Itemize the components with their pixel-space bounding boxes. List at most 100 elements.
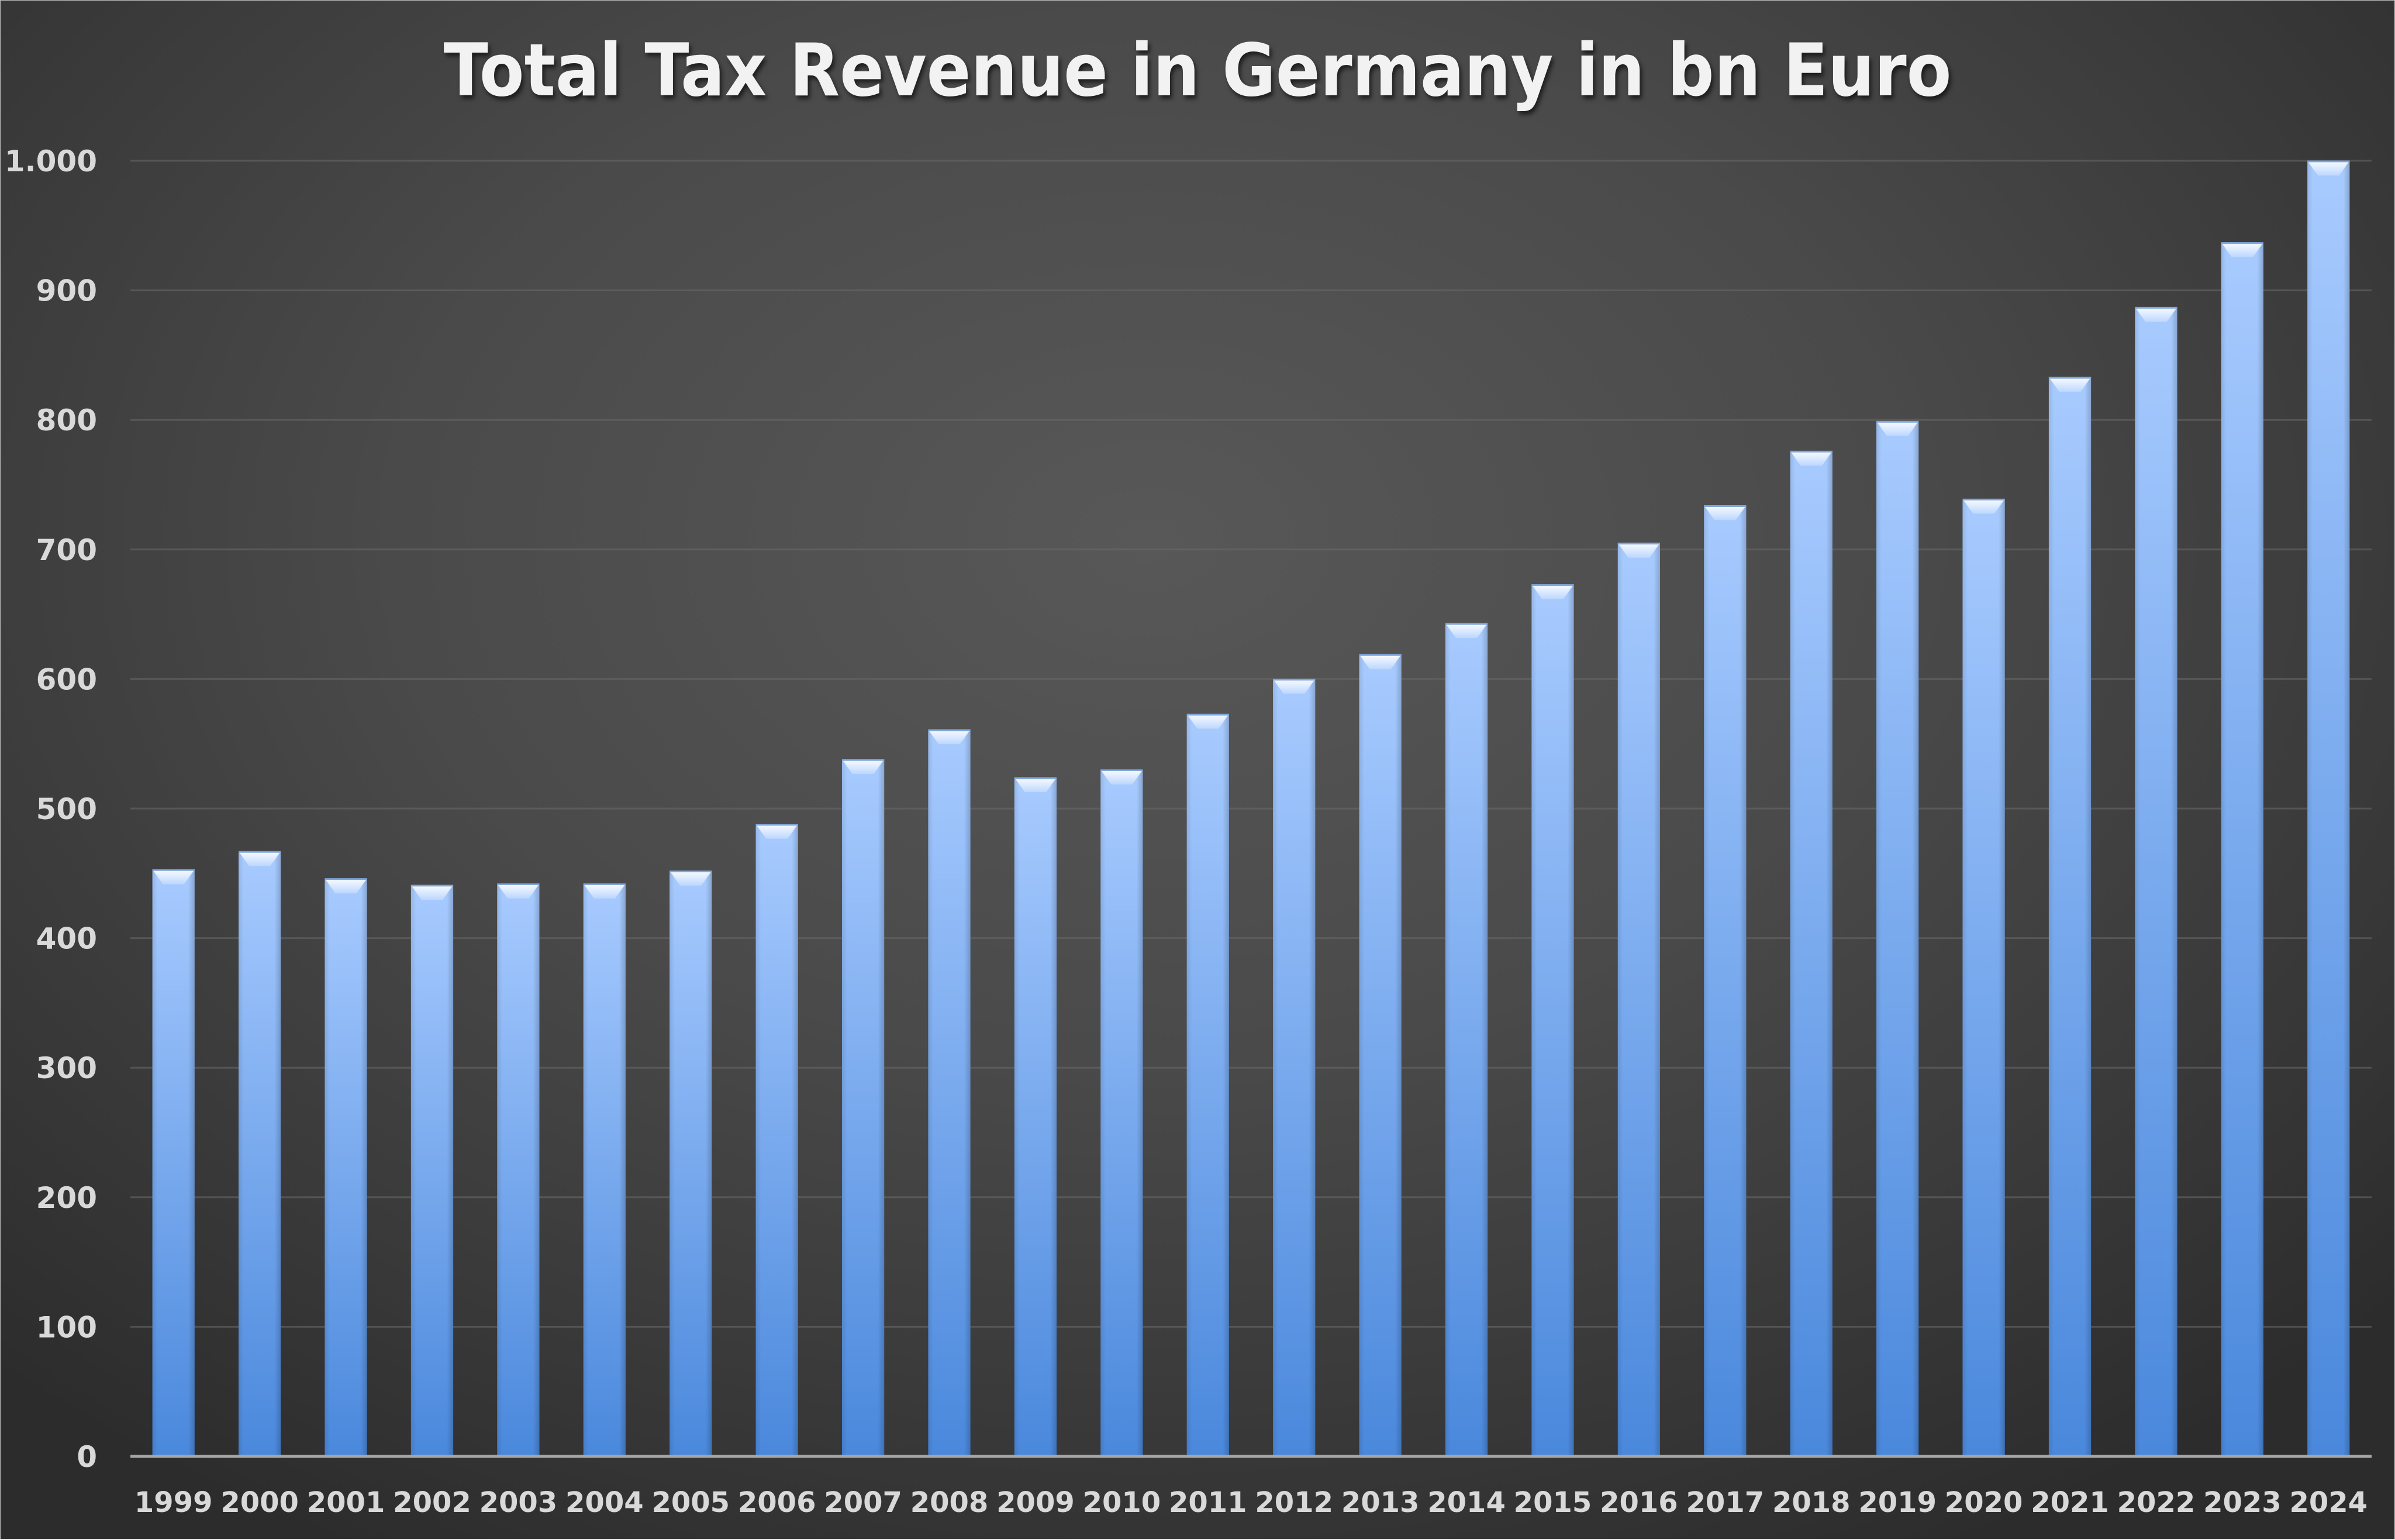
bar-bevel — [1704, 505, 1747, 520]
bar-bevel — [670, 871, 712, 886]
bar-shading — [1531, 584, 1574, 1456]
bar-shading — [841, 759, 885, 1456]
x-tick-label: 2005 — [651, 1486, 730, 1519]
x-tick-label: 1999 — [134, 1486, 213, 1519]
y-tick-label: 300 — [36, 1051, 97, 1085]
bar-bevel — [1273, 679, 1316, 694]
x-tick-label: 2018 — [1772, 1486, 1851, 1519]
x-tick-label: 2009 — [996, 1486, 1075, 1519]
bar-shading — [928, 729, 971, 1456]
bar-2020 — [1962, 498, 2005, 1456]
bar-bevel — [1359, 654, 1402, 669]
bar-bevel — [2307, 161, 2350, 176]
bar-bevel — [410, 885, 454, 900]
bar-bevel — [2221, 242, 2263, 257]
y-tick-label: 400 — [36, 922, 97, 956]
bar-shading — [1100, 769, 1143, 1456]
x-tick-label: 2014 — [1427, 1486, 1506, 1519]
bar-2004 — [583, 883, 626, 1456]
x-tick-label: 2024 — [2289, 1486, 2368, 1519]
bar-2013 — [1359, 654, 1402, 1456]
bar-2015 — [1531, 584, 1574, 1456]
x-tick-label: 2019 — [1858, 1486, 1937, 1519]
bar-2001 — [325, 878, 367, 1456]
bar-2003 — [497, 883, 540, 1456]
bar-2005 — [670, 870, 712, 1456]
bar-shading — [2048, 377, 2092, 1456]
bar-bevel — [1617, 543, 1661, 558]
bar-shading — [152, 869, 195, 1456]
bar-bevel — [1014, 777, 1057, 793]
bars — [152, 160, 2350, 1457]
bar-bevel — [2135, 307, 2177, 322]
bar-shading — [1876, 421, 1919, 1456]
bar-2007 — [841, 759, 885, 1456]
x-tick-label: 2011 — [1169, 1486, 1247, 1519]
bar-2009 — [1014, 777, 1057, 1456]
y-tick-label: 800 — [36, 403, 97, 437]
x-tick-label: 2012 — [1255, 1486, 1333, 1519]
bar-shading — [583, 883, 626, 1456]
y-tick-label: 200 — [36, 1181, 97, 1215]
bar-bevel — [1445, 623, 1488, 638]
bar-2002 — [410, 885, 454, 1456]
x-tick-label: 2013 — [1341, 1486, 1420, 1519]
bar-bevel — [325, 878, 367, 893]
x-tick-label: 2003 — [479, 1486, 558, 1519]
bar-bevel — [2048, 377, 2092, 392]
x-tick-label: 2007 — [824, 1486, 902, 1519]
y-tick-label: 1.000 — [5, 144, 97, 178]
bar-1999 — [152, 869, 195, 1456]
bar-bevel — [841, 759, 885, 774]
bar-2018 — [1790, 450, 1833, 1456]
bar-2024 — [2307, 160, 2350, 1456]
bar-2021 — [2048, 377, 2092, 1456]
bar-shading — [1445, 623, 1488, 1456]
x-tick-label: 2016 — [1600, 1486, 1678, 1519]
bar-bevel — [152, 869, 195, 885]
y-tick-label: 600 — [36, 662, 97, 696]
bar-shading — [325, 878, 367, 1456]
x-tick-label: 2010 — [1083, 1486, 1161, 1519]
x-tick-label: 2017 — [1686, 1486, 1765, 1519]
bar-shading — [1617, 543, 1661, 1456]
bar-shading — [1186, 714, 1229, 1456]
x-tick-label: 2002 — [393, 1486, 471, 1519]
bar-2023 — [2221, 242, 2263, 1457]
bar-2010 — [1100, 769, 1143, 1456]
bar-bevel — [1100, 769, 1143, 785]
bar-bevel — [1876, 421, 1919, 436]
y-tick-label: 700 — [36, 533, 97, 567]
bar-bevel — [1790, 451, 1833, 466]
gridlines — [130, 160, 2372, 1328]
bar-shading — [2221, 242, 2263, 1457]
bar-2011 — [1186, 713, 1229, 1456]
bar-2019 — [1876, 420, 1919, 1456]
x-tick-label: 2008 — [910, 1486, 989, 1519]
bar-shading — [2135, 307, 2177, 1457]
bar-shading — [1014, 777, 1057, 1456]
bar-bevel — [239, 851, 281, 866]
bar-bevel — [928, 729, 971, 745]
bar-shading — [1359, 654, 1402, 1456]
bar-bevel — [1186, 714, 1229, 729]
bar-2006 — [755, 824, 798, 1456]
bar-bevel — [583, 883, 626, 899]
x-tick-label: 2023 — [2203, 1486, 2282, 1519]
x-tick-label: 2020 — [1945, 1486, 2023, 1519]
x-tick-label: 2001 — [307, 1486, 385, 1519]
bar-shading — [1704, 505, 1747, 1456]
bar-bevel — [1962, 499, 2005, 514]
y-tick-label: 500 — [36, 792, 97, 826]
bar-shading — [1790, 451, 1833, 1456]
bar-2014 — [1445, 623, 1488, 1456]
y-tick-label: 900 — [36, 274, 97, 308]
bar-bevel — [755, 824, 798, 839]
bar-shading — [1962, 499, 2005, 1456]
x-tick-label: 2004 — [565, 1486, 644, 1519]
bar-2008 — [928, 729, 971, 1456]
bar-shading — [670, 871, 712, 1456]
